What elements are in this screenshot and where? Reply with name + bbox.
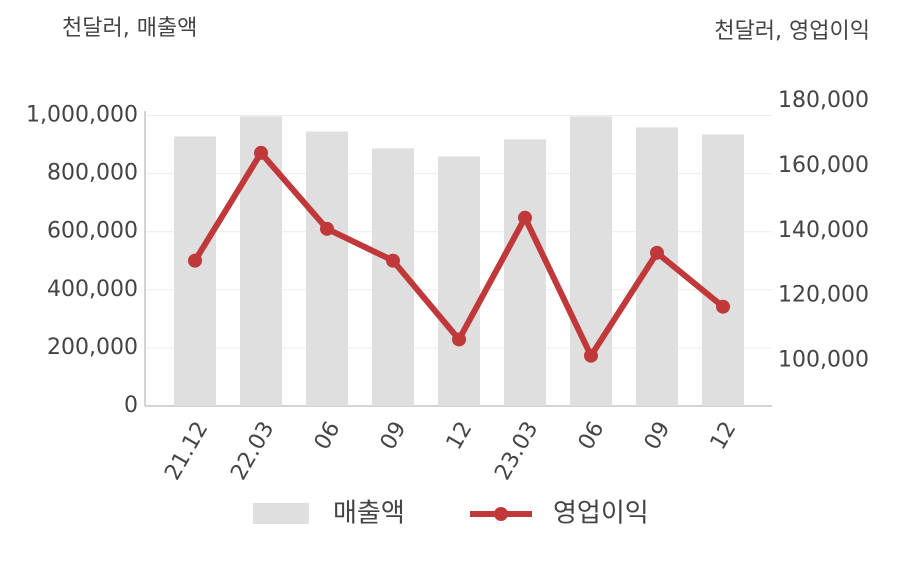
y-tick-label: 200,000 <box>47 335 138 360</box>
x-tick-label: 23.03 <box>490 418 543 485</box>
legend-swatch <box>494 507 508 521</box>
y2-axis-label: 천달러, 영업이익 <box>714 19 870 44</box>
x-tick-label: 22.03 <box>226 418 279 485</box>
x-tick-label: 12 <box>442 418 478 455</box>
line-point <box>518 210 532 225</box>
y-tick-label: 400,000 <box>47 277 138 302</box>
line-point <box>386 253 400 268</box>
line-point <box>320 221 334 236</box>
line-point <box>716 299 730 314</box>
bar <box>174 136 216 406</box>
y2-tick-label: 120,000 <box>778 283 869 308</box>
line-point <box>452 332 466 347</box>
x-tick-label: 06 <box>310 418 346 455</box>
x-tick-label: 21.12 <box>160 418 213 485</box>
legend-swatch <box>253 503 309 524</box>
legend-label: 매출액 <box>333 499 405 529</box>
line-point <box>254 145 268 160</box>
line-point <box>650 245 664 260</box>
y-tick-label: 1,000,000 <box>26 103 138 128</box>
bar <box>504 139 546 407</box>
y2-tick-label: 140,000 <box>778 218 869 243</box>
x-tick-label: 09 <box>376 418 412 455</box>
y2-tick-label: 180,000 <box>778 88 869 113</box>
x-tick-label: 06 <box>574 418 610 455</box>
line-point <box>584 348 598 363</box>
y-tick-label: 800,000 <box>47 161 138 186</box>
legend-label: 영업이익 <box>553 499 649 529</box>
bar <box>702 134 744 406</box>
x-tick-label: 09 <box>640 418 676 455</box>
bar <box>306 131 348 406</box>
y2-tick-label: 100,000 <box>778 348 869 373</box>
bar <box>438 156 480 406</box>
y-tick-label: 0 <box>124 393 138 418</box>
x-tick-label: 12 <box>706 418 742 455</box>
y-axis-label: 천달러, 매출액 <box>62 16 197 41</box>
y-tick-label: 600,000 <box>47 219 138 244</box>
line-point <box>188 253 202 268</box>
y2-tick-label: 160,000 <box>778 153 869 178</box>
